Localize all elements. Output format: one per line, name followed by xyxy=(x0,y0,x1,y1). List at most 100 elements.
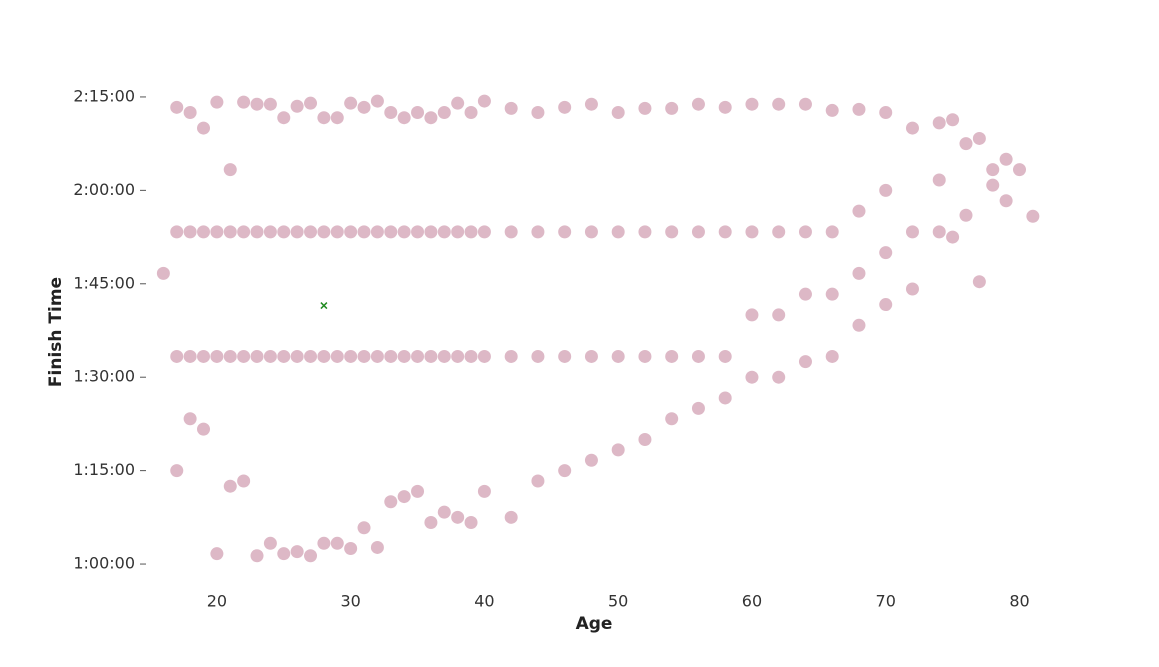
point xyxy=(531,225,545,239)
point xyxy=(330,536,344,550)
point xyxy=(584,453,598,467)
point xyxy=(852,102,866,116)
point xyxy=(370,225,384,239)
point xyxy=(464,349,478,363)
point xyxy=(411,349,425,363)
point xyxy=(317,225,331,239)
point xyxy=(263,349,277,363)
point xyxy=(972,131,986,145)
point xyxy=(210,349,224,363)
point xyxy=(477,349,491,363)
point xyxy=(611,349,625,363)
point xyxy=(879,183,893,197)
point xyxy=(411,225,425,239)
point xyxy=(183,225,197,239)
point xyxy=(357,349,371,363)
point xyxy=(691,401,705,415)
point xyxy=(263,225,277,239)
point xyxy=(424,516,438,530)
point xyxy=(397,225,411,239)
point xyxy=(691,97,705,111)
point xyxy=(304,225,318,239)
point xyxy=(183,106,197,120)
point xyxy=(932,173,946,187)
point xyxy=(223,163,237,177)
point xyxy=(999,194,1013,208)
point xyxy=(718,225,732,239)
point xyxy=(504,225,518,239)
point xyxy=(798,287,812,301)
x-tick-label: 80 xyxy=(1009,592,1029,611)
point xyxy=(1026,209,1040,223)
point xyxy=(932,116,946,130)
point xyxy=(798,355,812,369)
point xyxy=(250,97,264,111)
point xyxy=(210,225,224,239)
point xyxy=(197,349,211,363)
point xyxy=(384,106,398,120)
y-tick-label: 1:45:00 xyxy=(73,273,135,292)
point xyxy=(477,484,491,498)
point xyxy=(277,111,291,125)
point xyxy=(424,111,438,125)
point xyxy=(197,121,211,135)
point xyxy=(437,106,451,120)
point xyxy=(905,282,919,296)
point xyxy=(504,101,518,115)
point xyxy=(879,106,893,120)
point xyxy=(330,225,344,239)
point xyxy=(691,225,705,239)
point xyxy=(852,266,866,280)
point xyxy=(531,106,545,120)
x-tick-label: 70 xyxy=(876,592,896,611)
point xyxy=(397,490,411,504)
point xyxy=(344,349,358,363)
point xyxy=(424,349,438,363)
point xyxy=(197,225,211,239)
point xyxy=(237,474,251,488)
point xyxy=(370,349,384,363)
point xyxy=(825,349,839,363)
point xyxy=(263,536,277,550)
point xyxy=(250,549,264,563)
point xyxy=(558,464,572,478)
point xyxy=(932,225,946,239)
point xyxy=(772,97,786,111)
point xyxy=(237,95,251,109)
point xyxy=(611,443,625,457)
point xyxy=(718,100,732,114)
point xyxy=(317,111,331,125)
point xyxy=(330,349,344,363)
point xyxy=(531,474,545,488)
point xyxy=(411,106,425,120)
x-tick-label: 20 xyxy=(207,592,227,611)
point xyxy=(397,111,411,125)
point xyxy=(237,349,251,363)
x-tick-label: 40 xyxy=(474,592,494,611)
point xyxy=(156,266,170,280)
point xyxy=(210,547,224,561)
x-tick-label: 30 xyxy=(340,592,360,611)
point xyxy=(584,349,598,363)
point xyxy=(558,100,572,114)
point xyxy=(852,318,866,332)
point xyxy=(330,111,344,125)
point xyxy=(451,225,465,239)
point xyxy=(1012,163,1026,177)
point xyxy=(344,225,358,239)
point xyxy=(825,225,839,239)
point xyxy=(304,349,318,363)
point xyxy=(986,178,1000,192)
point xyxy=(277,225,291,239)
point xyxy=(437,349,451,363)
point xyxy=(638,349,652,363)
point xyxy=(745,97,759,111)
point xyxy=(344,541,358,555)
point xyxy=(223,349,237,363)
point xyxy=(317,536,331,550)
point xyxy=(611,225,625,239)
point xyxy=(290,349,304,363)
point xyxy=(691,349,705,363)
point xyxy=(304,549,318,563)
